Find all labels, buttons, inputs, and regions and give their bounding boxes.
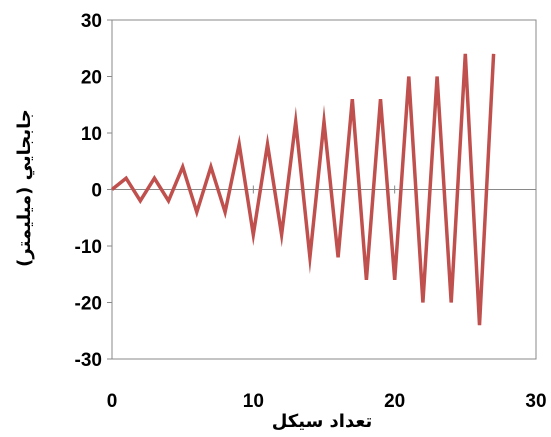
y-tick-label: -10 (75, 237, 102, 258)
x-tick-label: 20 (384, 391, 405, 412)
x-tick-label: 0 (107, 391, 118, 412)
y-tick-label: -30 (75, 350, 102, 371)
displacement-series-line (110, 53, 496, 326)
y-tick-label: 30 (81, 11, 102, 32)
y-axis-title: جابجايي (ميليمتر) (14, 109, 35, 267)
x-axis-title: تعداد سيكل (272, 411, 373, 432)
y-tick-label: 0 (91, 181, 102, 202)
y-tick-label: 10 (81, 124, 102, 145)
y-tick-label: -20 (75, 294, 102, 315)
y-tick-label: 20 (81, 68, 102, 89)
x-tick-label: 30 (525, 391, 546, 412)
x-tick-label: 10 (243, 391, 264, 412)
